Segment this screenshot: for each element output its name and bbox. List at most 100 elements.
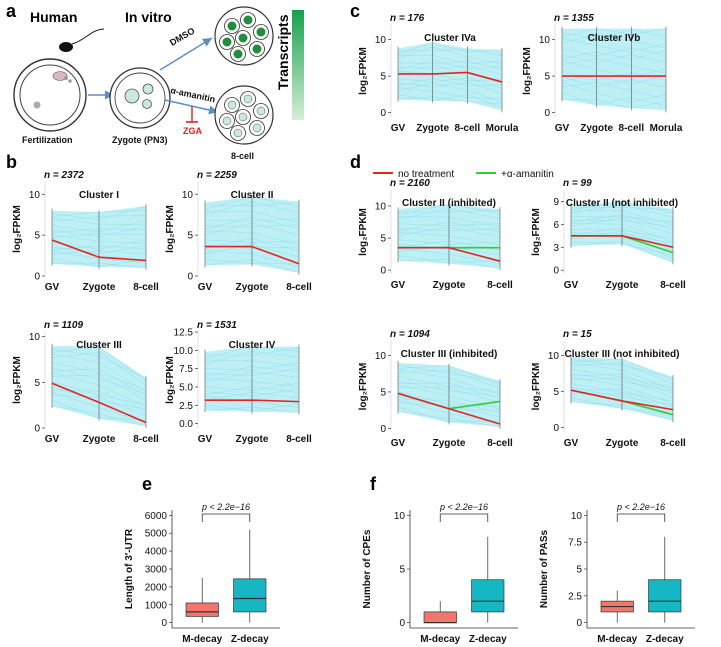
- panel-f-cpe-significance-bracket: [439, 513, 489, 522]
- panel-c-cluster-1-trajectory-band: [398, 42, 502, 111]
- panel-b-cluster-3-y-axis-label: log₂FPKM: [12, 356, 23, 404]
- panel-e-x-tick-label: Z-decay: [231, 634, 269, 645]
- in-vitro-label: In vitro: [125, 9, 172, 25]
- panel-b-cluster-1-y-axis-label: log₂FPKM: [12, 205, 23, 253]
- panel-b-cluster-1-x-tick-label: GV: [45, 282, 60, 293]
- panel-b-cluster-2-mean-line: [205, 245, 300, 265]
- panel-c-cluster-2-x-tick-label: GV: [555, 123, 570, 134]
- panel-b-cluster-3-x-tick-label: GV: [45, 434, 60, 445]
- panel-e-y-tick-label: 3000: [145, 565, 168, 576]
- panel-b-cluster-3-n-label: n = 1109: [44, 320, 83, 331]
- panel-b-cluster-2-x-tick-label: 8-cell: [286, 282, 312, 293]
- panel-b-cluster-1-y-tick-label: 10: [29, 190, 41, 201]
- panel-d-cluster-4-title: Cluster III (not inhibited): [565, 349, 680, 360]
- panel-d-cluster-2-panel: 0 3 6 9 GV Zygote 8-cell log₂FPKM n = 99 Cluster …: [531, 178, 686, 291]
- panel-f-pas-panel: 0 2.5 5 7.5 10 M-decay Z-decay p < 2.2e−16 Numbe…: [539, 502, 695, 645]
- panel-d-cluster-1-x-tick-label: 8-cell: [487, 280, 513, 291]
- panel-c-cluster-1-trajectory-line: [397, 64, 503, 84]
- panel-f-pas-y-tick-label: 0: [576, 618, 582, 629]
- panel-e-x-tick-label: M-decay: [182, 634, 222, 645]
- panel-f-pas-y-tick-label: 2.5: [568, 591, 582, 602]
- panel-b-cluster-1-x-tick-label: Zygote: [83, 282, 116, 293]
- panel-b-cluster-3-panel: 0 5 10 GV Zygote 8-cell log₂FPKM n = 1109 Cluste…: [12, 320, 159, 445]
- panel-c-cluster-2-trajectory-line: [561, 75, 667, 85]
- panel-f-cpe-panel: 0 5 10 M-decay Z-decay p < 2.2e−16 Number of C…: [362, 502, 518, 645]
- panel-b-cluster-4-n-label: n = 1531: [197, 320, 237, 331]
- panel-f-cpe-p-value: p < 2.2e−16: [439, 502, 488, 512]
- panel-f-cpe-y-axis-label: Number of CPEs: [362, 529, 373, 608]
- panel-c-cluster-2-y-axis-label: log₂FPKM: [522, 47, 533, 95]
- panel-b-cluster-1-panel: 0 5 10 GV Zygote 8-cell log₂FPKM n = 2372 Cluste…: [12, 170, 159, 293]
- panel-d-cluster-2-title: Cluster II (not inhibited): [566, 198, 678, 209]
- panel-b-cluster-4-y-tick-label: 10.0: [174, 346, 194, 357]
- panel-b-cluster-4-mean-line: [205, 399, 300, 403]
- panel-d-cluster-1-y-tick-label: 5: [380, 234, 386, 245]
- panel-c-cluster-1-trajectory-line: [397, 83, 503, 103]
- transcripts-gradient-bar: [292, 10, 304, 120]
- panel-d-cluster-1-y-axis-label: log₂FPKM: [358, 208, 369, 256]
- panel-e-y-tick-label: 6000: [145, 511, 168, 522]
- panel-d-cluster-2-mean-line: [571, 235, 674, 249]
- panel-f-cpe-y-tick-label: 10: [394, 511, 406, 522]
- panel-d-cluster-3-y-tick-label: 5: [380, 387, 386, 398]
- panel-d-cluster-3-title: Cluster III (inhibited): [401, 349, 498, 360]
- panel-c-cluster-2-x-tick-label: Zygote: [580, 123, 613, 134]
- panel-d-cluster-2-x-tick-label: GV: [564, 280, 579, 291]
- panel-c-cluster-1-trajectory-line: [397, 71, 503, 82]
- panel-e-y-tick-label: 2000: [145, 582, 168, 593]
- panel-f-pas-y-tick-label: 5: [576, 565, 582, 576]
- panel-d-cluster-3-n-label: n = 1094: [390, 329, 430, 340]
- panel-c-cluster-1-trajectory-line: [397, 77, 503, 89]
- panel-d-cluster-3-panel: 0 5 10 GV Zygote 8-cell log₂FPKM n = 1094 Cluste…: [358, 329, 513, 449]
- panel-label-c: c: [350, 1, 360, 21]
- panel-c-cluster-1-y-tick-label: 5: [380, 72, 386, 83]
- panel-d-cluster-2-y-tick-label: 0: [553, 266, 559, 277]
- legend-no-treatment-label: no treatment: [398, 169, 454, 180]
- panel-b-cluster-4-y-axis-label: log₂FPKM: [165, 356, 176, 404]
- panel-b-cluster-1-y-tick-label: 0: [34, 272, 40, 283]
- panel-c-cluster-2-trajectory-line: [561, 49, 667, 60]
- panel-f-cpe-box-2: [471, 579, 505, 613]
- panel-f-pas-box-2: [648, 579, 682, 613]
- arrow-dmso: [159, 37, 213, 71]
- panel-d-cluster-2-x-tick-label: Zygote: [606, 280, 639, 291]
- panel-b-cluster-1-mean-line: [51, 239, 147, 262]
- panel-c-cluster-1-trajectory-line: [397, 87, 503, 99]
- panel-f-pas-y-tick-label: 10: [571, 511, 583, 522]
- panel-e-y-axis-label: Length of 3′-UTR: [124, 528, 135, 609]
- panel-c-cluster-2-x-tick-label: Morula: [650, 123, 683, 134]
- panel-d-cluster-2-y-tick-label: 9: [553, 197, 559, 208]
- panel-b-cluster-4-x-tick-label: 8-cell: [286, 434, 312, 445]
- panel-c-cluster-1-trajectory-line: [397, 94, 503, 108]
- panel-c-cluster-1-y-tick-label: 10: [375, 35, 387, 46]
- panel-c-cluster-1-trajectory-line: [397, 48, 503, 56]
- panel-b-cluster-2-y-tick-label: 10: [182, 190, 194, 201]
- zga-label: ZGA: [183, 126, 202, 136]
- panel-d-cluster-1-y-tick-label: 0: [380, 266, 386, 277]
- panel-f-cpe-x-tick-label: M-decay: [420, 634, 460, 645]
- panel-f-cpe-y-tick-label: 0: [399, 618, 405, 629]
- panel-c-cluster-1-n-label: n = 176: [390, 13, 425, 24]
- panel-e-box-2: [233, 578, 267, 613]
- panel-c-cluster-1-trajectory-line: [397, 78, 503, 87]
- fertilization-oocyte-drawing: [13, 28, 105, 132]
- panel-b-cluster-3-mean-line: [51, 382, 147, 424]
- panel-c-cluster-1-x-tick-label: Zygote: [416, 123, 449, 134]
- panel-d-cluster-4-y-tick-label: 10: [548, 351, 560, 362]
- panel-d-cluster-1-x-tick-label: GV: [391, 280, 406, 291]
- panel-c-cluster-2-trajectory-line: [561, 92, 667, 107]
- panel-d-cluster-1-mean-line: [398, 246, 501, 262]
- panel-b-cluster-1-n-label: n = 2372: [44, 170, 84, 181]
- panel-d-cluster-2-y-tick-label: 3: [553, 243, 559, 254]
- panel-c-cluster-1-trajectory-line: [397, 46, 503, 65]
- panel-c-cluster-1-x-tick-label: Morula: [486, 123, 519, 134]
- panel-e-p-value: p < 2.2e−16: [201, 502, 250, 512]
- eight-cell-label: 8-cell: [231, 151, 254, 161]
- panel-c-cluster-2-trajectory-line: [561, 99, 667, 109]
- panel-b-cluster-4-title: Cluster IV: [229, 340, 276, 351]
- panel-b-cluster-2-y-tick-label: 0: [187, 272, 193, 283]
- panel-c-cluster-2-y-tick-label: 10: [539, 35, 551, 46]
- panel-b-cluster-3-x-tick-label: 8-cell: [133, 434, 159, 445]
